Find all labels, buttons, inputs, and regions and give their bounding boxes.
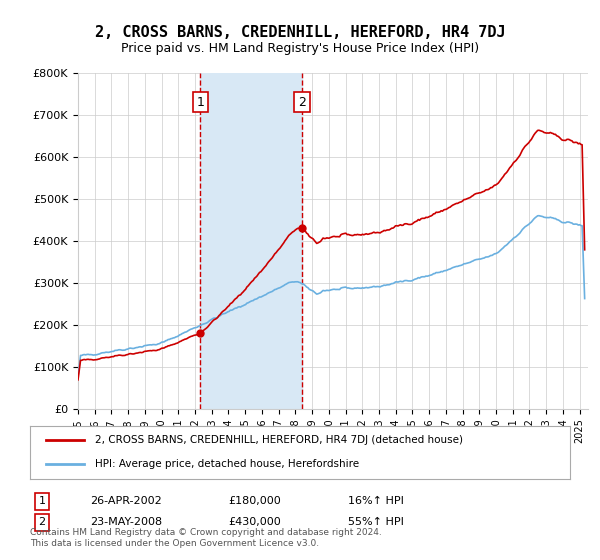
Bar [200,73,302,409]
Text: Contains HM Land Registry data © Crown copyright and database right 2024.
This d: Contains HM Land Registry data © Crown c… [30,528,382,548]
Text: Price paid vs. HM Land Registry's House Price Index (HPI): Price paid vs. HM Land Registry's House … [121,42,479,55]
Text: 26-APR-2002: 26-APR-2002 [90,496,162,506]
Text: 23-MAY-2008: 23-MAY-2008 [90,517,162,528]
Text: 55%↑ HPI: 55%↑ HPI [348,517,404,528]
Text: HPI: Average price, detached house, Herefordshire: HPI: Average price, detached house, Here… [95,459,359,469]
Text: 2: 2 [298,96,306,109]
Text: 1: 1 [38,496,46,506]
Text: 2, CROSS BARNS, CREDENHILL, HEREFORD, HR4 7DJ (detached house): 2, CROSS BARNS, CREDENHILL, HEREFORD, HR… [95,436,463,446]
Text: £180,000: £180,000 [228,496,281,506]
Text: 16%↑ HPI: 16%↑ HPI [348,496,404,506]
Text: 2: 2 [38,517,46,528]
Text: £430,000: £430,000 [228,517,281,528]
Text: 1: 1 [196,96,205,109]
Text: 2, CROSS BARNS, CREDENHILL, HEREFORD, HR4 7DJ: 2, CROSS BARNS, CREDENHILL, HEREFORD, HR… [95,25,505,40]
